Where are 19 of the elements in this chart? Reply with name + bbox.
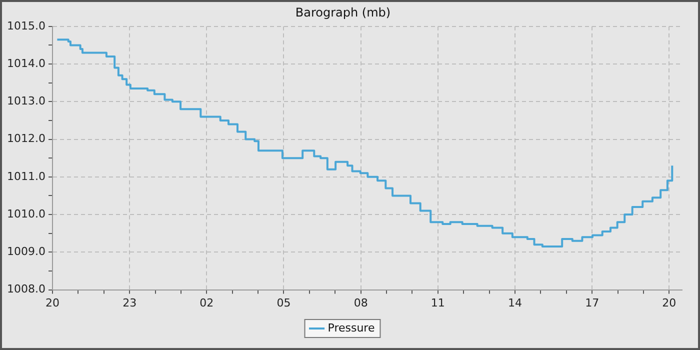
y-tick-label: 1010.0 (6, 207, 46, 220)
x-tick-label: 02 (200, 296, 214, 310)
x-tick-label: 11 (430, 296, 445, 310)
x-tick-label: 23 (122, 296, 137, 310)
x-tick-label: 14 (508, 296, 522, 310)
y-tick-label: 1014.0 (6, 56, 46, 70)
legend-label: Pressure (328, 321, 375, 334)
x-tick-label: 17 (585, 296, 600, 310)
x-tick-label: 05 (276, 296, 291, 310)
x-tick-label: 20 (45, 296, 60, 310)
x-tick-label: 08 (354, 296, 368, 310)
y-tick-label: 1008.0 (6, 282, 46, 296)
x-tick-label: 20 (662, 296, 676, 310)
y-tick-label: 1009.0 (6, 245, 46, 258)
y-tick-label: 1012.0 (6, 132, 46, 146)
y-tick-label: 1011.0 (6, 170, 46, 183)
chart-title: Barograph (mb) (295, 5, 391, 20)
y-tick-label: 1015.0 (6, 19, 46, 32)
y-tick-label: 1013.0 (6, 94, 46, 108)
